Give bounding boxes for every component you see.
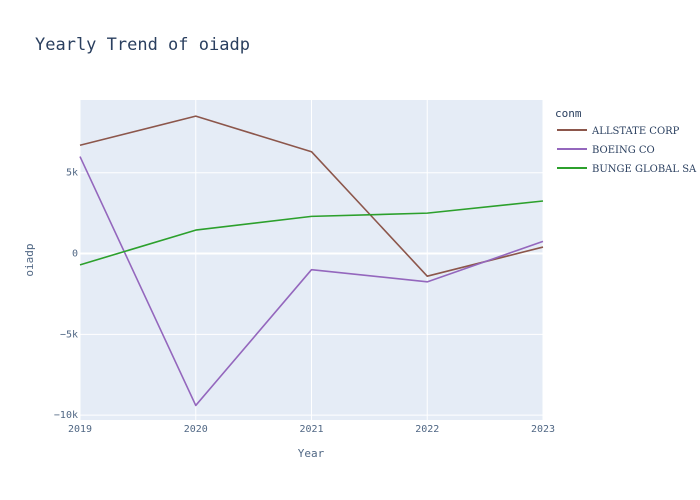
- y-tick-label: 0: [72, 249, 78, 260]
- legend: conm ALLSTATE CORP BOEING CO BUNGE GLOBAL …: [555, 107, 697, 175]
- legend-title: conm: [555, 107, 582, 120]
- x-tick-label: 2021: [299, 424, 323, 435]
- legend-label-bunge-global-sa: BUNGE GLOBAL SA: [592, 164, 697, 175]
- series-line-boeing-co: [79, 156, 544, 407]
- x-tick-label: 2020: [184, 424, 208, 435]
- chart-title: Yearly Trend of oiadp: [35, 35, 250, 55]
- x-tick-label: 2023: [531, 424, 555, 435]
- grid-lines: [79, 100, 544, 420]
- y-tick-label: −10k: [54, 410, 78, 421]
- x-axis-title: Year: [298, 447, 325, 460]
- series-line-allstate-corp: [79, 115, 544, 277]
- y-tick-label: 5k: [66, 168, 78, 179]
- legend-label-boeing-co: BOEING CO: [592, 145, 655, 156]
- x-tick-label: 2022: [415, 424, 439, 435]
- series-lines: [79, 115, 544, 407]
- x-tick-label: 2019: [68, 424, 92, 435]
- y-axis-title: oiadp: [23, 243, 36, 276]
- legend-label-allstate-corp: ALLSTATE CORP: [591, 126, 680, 137]
- x-axis-ticks: 2019 2020 2021 2022 2023: [68, 424, 555, 435]
- y-axis-ticks: −10k −5k 0 5k: [54, 168, 78, 421]
- y-tick-label: −5k: [60, 329, 78, 340]
- series-line-bunge-global-sa: [79, 200, 544, 266]
